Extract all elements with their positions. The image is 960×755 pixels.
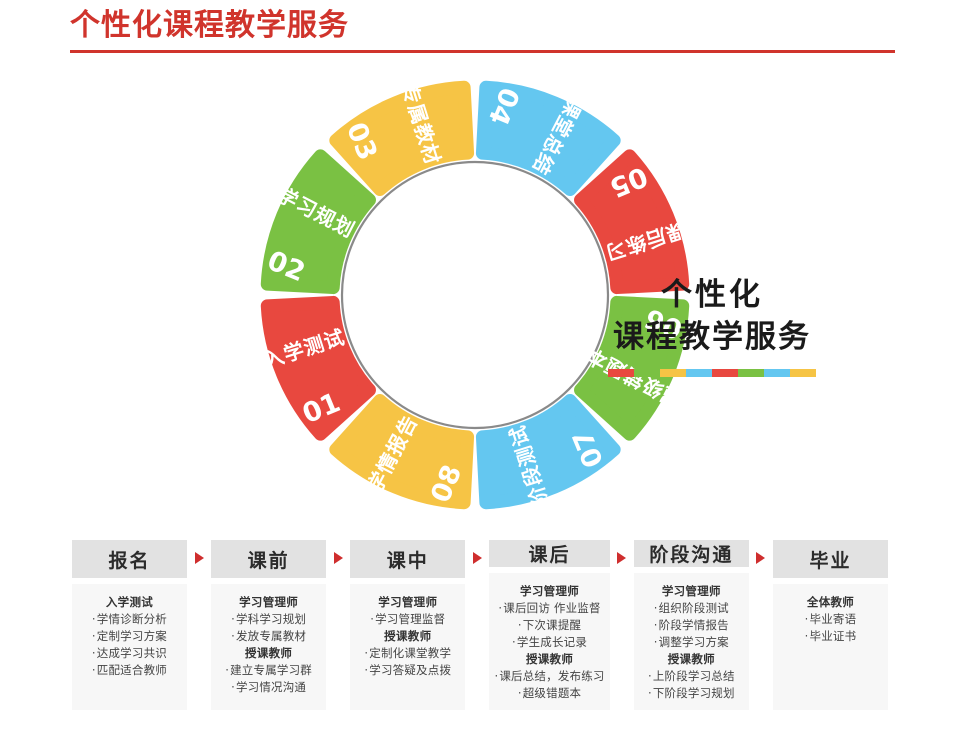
process-arrow-1 xyxy=(187,540,211,710)
process-role-heading: 全体教师 xyxy=(806,595,855,609)
process-role-heading: 授课教师 xyxy=(384,629,432,643)
process-column-header[interactable]: 阶段沟通 xyxy=(633,540,749,567)
process-list-item: 学情诊断分析 xyxy=(92,611,167,628)
process-list-item: 课后总结，发布练习 xyxy=(494,668,604,685)
process-column-3: 课中学习管理师学习管理监督授课教师定制化课堂教学学习答疑及点拨 xyxy=(350,540,466,710)
process-arrow-4 xyxy=(610,540,634,710)
process-arrow-3 xyxy=(465,540,489,710)
center-ring-circle xyxy=(340,160,610,430)
process-list-item: 上阶段学习总结 xyxy=(648,668,735,685)
process-role-heading: 授课教师 xyxy=(245,646,293,660)
process-column-body: 全体教师毕业寄语毕业证书 xyxy=(773,584,888,710)
wheel-arc-group xyxy=(260,80,690,510)
process-column-1: 报名入学测试学情诊断分析定制学习方案达成学习共识匹配适合教师 xyxy=(72,540,187,710)
process-list-item: 超级错题本 xyxy=(518,685,581,702)
process-role-heading: 授课教师 xyxy=(525,652,574,666)
process-list-item: 学生成长记录 xyxy=(512,634,587,651)
process-role-heading: 学习管理师 xyxy=(239,595,299,609)
process-column-body: 学习管理师组织阶段测试阶段学情报告调整学习方案授课教师上阶段学习总结下阶段学习规… xyxy=(633,573,749,710)
process-column-6: 毕业全体教师毕业寄语毕业证书 xyxy=(773,540,888,710)
process-role-heading: 学习管理师 xyxy=(378,595,438,609)
process-arrow-5 xyxy=(749,540,773,710)
wheel-segment-01[interactable] xyxy=(260,295,376,441)
chevron-right-icon xyxy=(472,552,482,564)
process-list-item: 学习答疑及点拨 xyxy=(364,662,451,679)
center-bar-segment-6 xyxy=(738,369,764,377)
service-cycle-wheel: 01 入学测试 02 学习规划 03 专属教材 04 课堂总结 05 课后练习 06 超级错题本 07 阶… xyxy=(235,58,816,533)
process-list-item: 毕业证书 xyxy=(805,628,857,645)
process-column-4: 课后学习管理师课后回访 作业监督下次课提醒学生成长记录授课教师课后总结，发布练习… xyxy=(489,540,610,710)
process-column-header[interactable]: 课前 xyxy=(211,540,327,578)
center-bar-segment-7 xyxy=(764,369,790,377)
chevron-right-icon xyxy=(333,552,343,564)
wheel-segment-02[interactable] xyxy=(260,149,376,295)
process-list-item: 定制化课堂教学 xyxy=(364,645,451,662)
process-list-item: 达成学习共识 xyxy=(92,645,167,662)
process-list-item: 匹配适合教师 xyxy=(92,662,167,679)
page-title-block: 个性化课程教学服务 xyxy=(70,6,900,53)
process-list-item: 学习情况沟通 xyxy=(231,679,306,696)
wheel-segment-08[interactable] xyxy=(329,394,475,510)
process-list-item: 毕业寄语 xyxy=(805,611,857,628)
process-list-item: 阶段学情报告 xyxy=(654,617,729,634)
process-column-body: 学习管理师学科学习规划发放专属教材授课教师建立专属学习群学习情况沟通 xyxy=(211,584,327,710)
process-list-item: 课后回访 作业监督 xyxy=(498,600,600,617)
process-column-header[interactable]: 课后 xyxy=(489,540,610,567)
page-title: 个性化课程教学服务 xyxy=(70,8,349,43)
process-column-body: 入学测试学情诊断分析定制学习方案达成学习共识匹配适合教师 xyxy=(72,584,187,710)
process-column-2: 课前学习管理师学科学习规划发放专属教材授课教师建立专属学习群学习情况沟通 xyxy=(211,540,327,710)
process-list-item: 调整学习方案 xyxy=(654,634,729,651)
process-column-header[interactable]: 毕业 xyxy=(773,540,888,578)
chevron-right-icon xyxy=(617,552,627,564)
process-list-item: 学习管理监督 xyxy=(370,611,445,628)
process-column-body: 学习管理师学习管理监督授课教师定制化课堂教学学习答疑及点拨 xyxy=(350,584,466,710)
chevron-right-icon xyxy=(756,552,766,564)
process-list-item: 建立专属学习群 xyxy=(225,662,312,679)
process-role-heading: 授课教师 xyxy=(667,652,715,666)
wheel-segment-05[interactable] xyxy=(574,149,690,295)
title-underline xyxy=(70,50,895,53)
process-list-item: 学科学习规划 xyxy=(231,611,306,628)
process-list-item: 下阶段学习规划 xyxy=(648,685,735,702)
process-column-header[interactable]: 报名 xyxy=(72,540,187,578)
process-role-heading: 学习管理师 xyxy=(661,584,721,598)
process-flow-table: 报名入学测试学情诊断分析定制学习方案达成学习共识匹配适合教师课前学习管理师学科学… xyxy=(72,540,888,710)
process-column-body: 学习管理师课后回访 作业监督下次课提醒学生成长记录授课教师课后总结，发布练习超级… xyxy=(489,573,610,710)
process-arrow-2 xyxy=(326,540,350,710)
wheel-segment-03[interactable] xyxy=(329,80,475,196)
process-list-item: 下次课提醒 xyxy=(518,617,581,634)
chevron-right-icon xyxy=(194,552,204,564)
wheel-segment-04[interactable] xyxy=(475,80,621,196)
wheel-segment-06[interactable] xyxy=(574,295,690,441)
process-role-heading: 学习管理师 xyxy=(520,584,580,598)
wheel-segment-07[interactable] xyxy=(475,394,621,510)
center-bar-segment-5 xyxy=(712,369,738,377)
process-list-item: 定制学习方案 xyxy=(92,628,167,645)
process-column-5: 阶段沟通学习管理师组织阶段测试阶段学情报告调整学习方案授课教师上阶段学习总结下阶… xyxy=(633,540,749,710)
process-list-item: 组织阶段测试 xyxy=(654,600,729,617)
center-bar-segment-8 xyxy=(790,369,816,377)
process-list-item: 发放专属教材 xyxy=(231,628,306,645)
process-column-header[interactable]: 课中 xyxy=(350,540,466,578)
process-role-heading: 入学测试 xyxy=(105,595,154,609)
